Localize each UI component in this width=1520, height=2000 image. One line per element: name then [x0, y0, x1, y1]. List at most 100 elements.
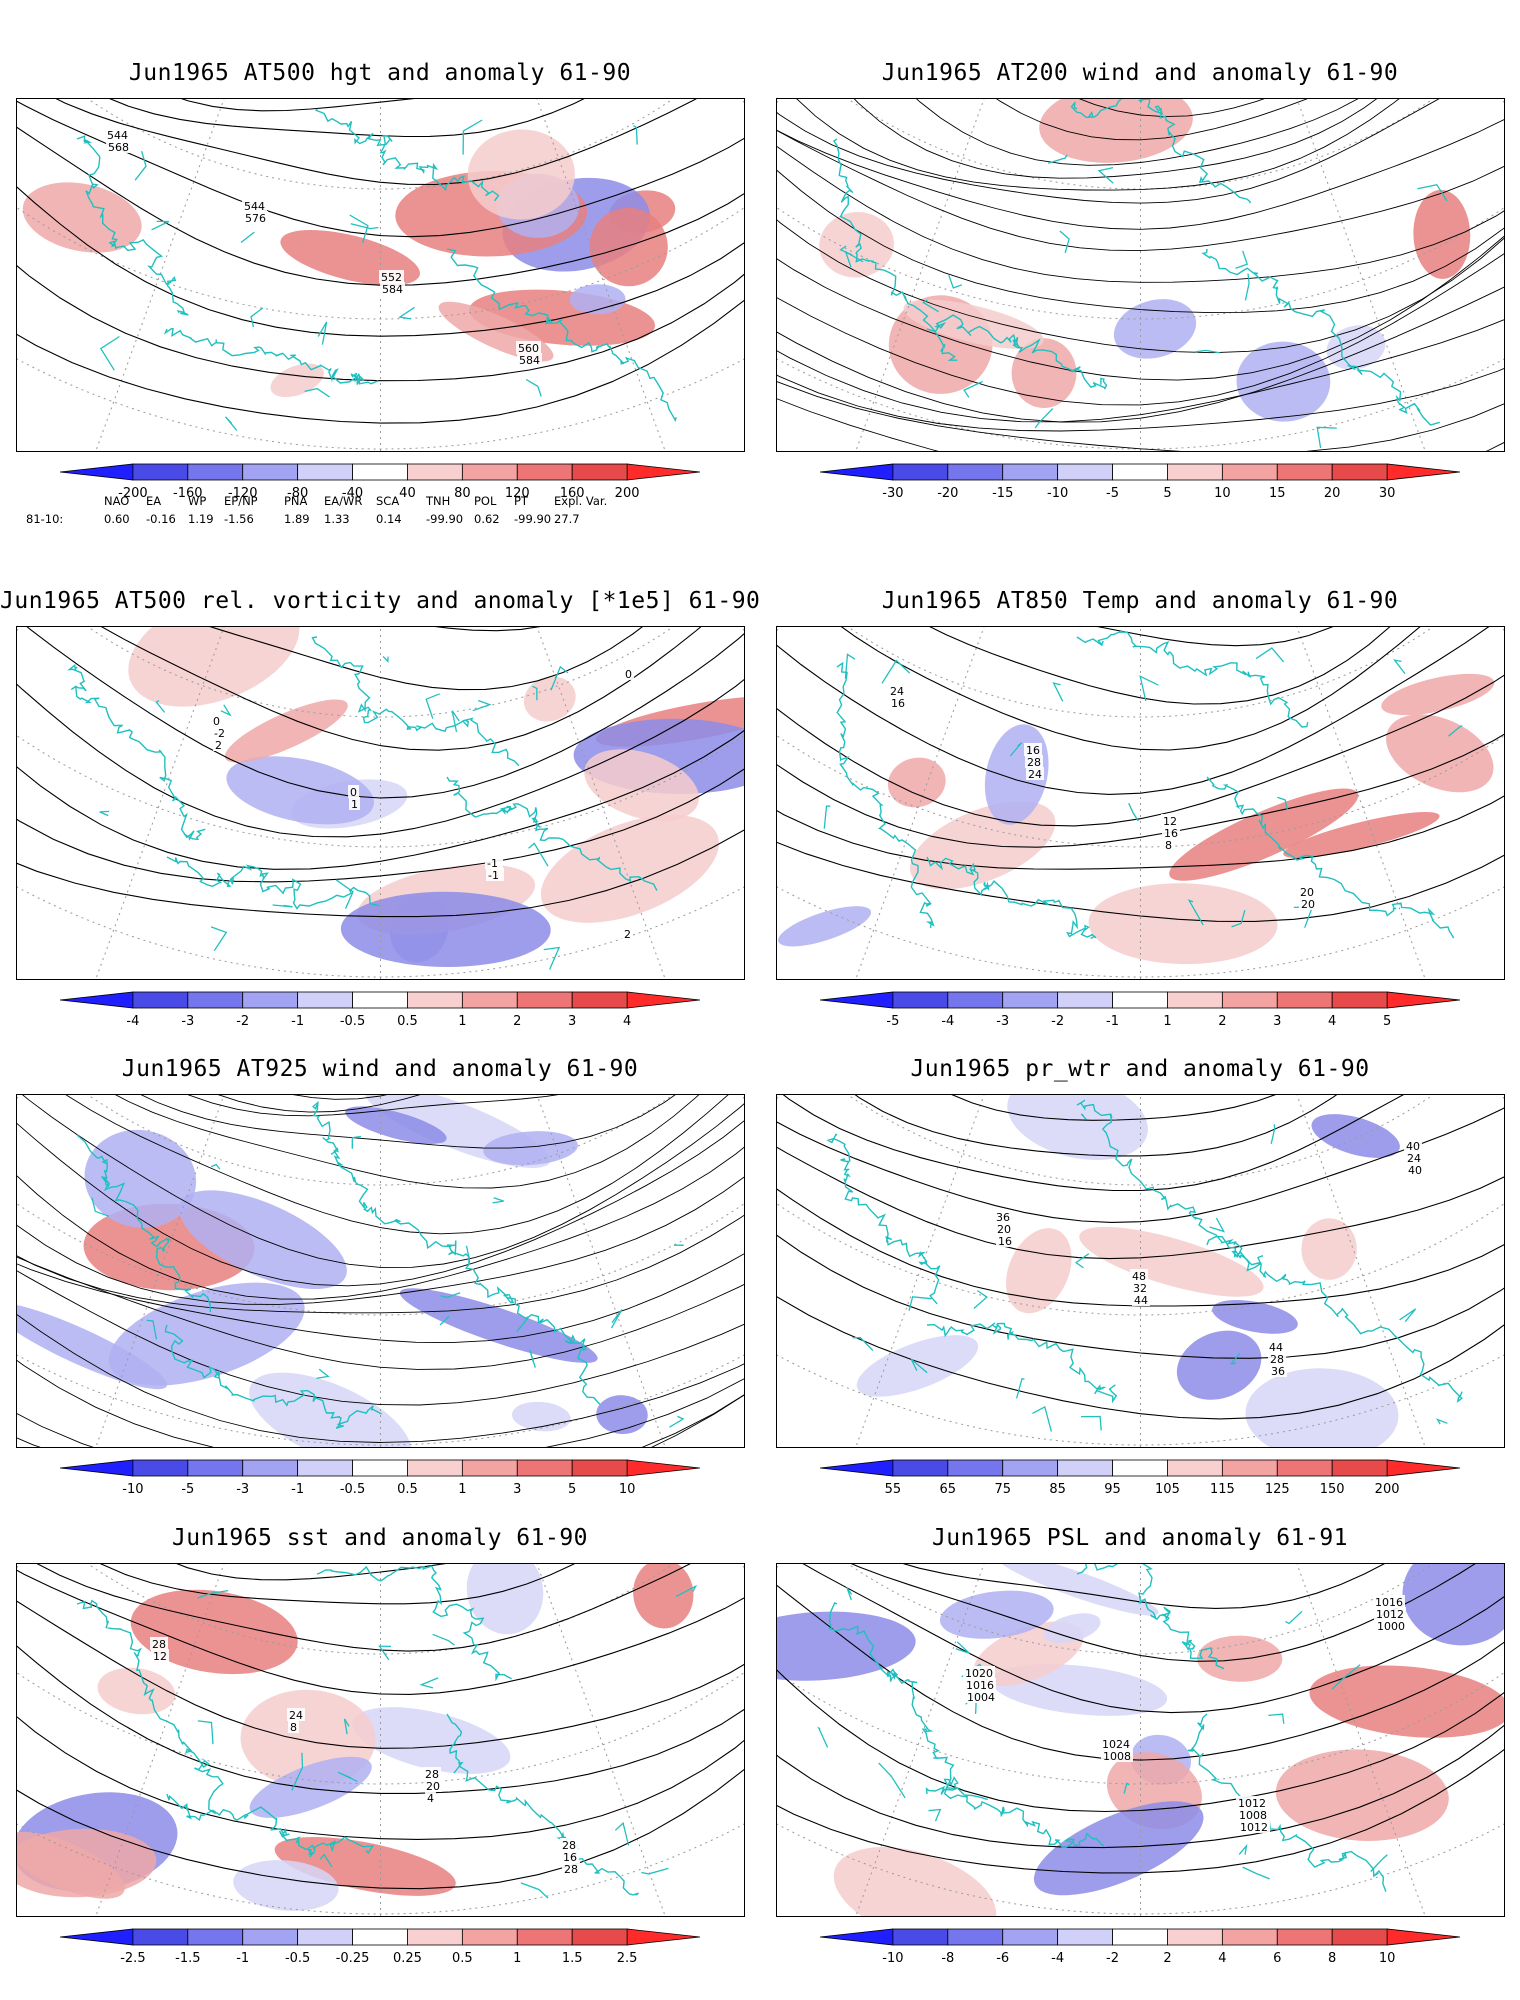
contour-label: 1012 [1240, 1821, 1268, 1834]
contour-label: 24 [890, 685, 904, 698]
colorbar-swatch [1002, 991, 1059, 1009]
contour-line [17, 99, 744, 382]
border-line [516, 1316, 529, 1333]
colorbar-tick-label: -1 [236, 1951, 249, 1966]
border-line [351, 1135, 362, 1149]
colorbar-swatch [407, 991, 463, 1009]
contour-label: 0 [625, 668, 632, 681]
streamline [777, 99, 1504, 381]
colorbar-swatch [187, 463, 244, 481]
border-line [955, 1641, 970, 1654]
border-line [610, 1309, 623, 1329]
colorbar: -5 -4 -3 -2 -1 1 2 3 4 5 [819, 988, 1461, 1036]
contour-label: 0 [350, 786, 357, 799]
contour-label: 576 [245, 212, 266, 225]
coastline [926, 1322, 1118, 1404]
colorbar-tick-label: 80 [454, 486, 471, 501]
border-line [1448, 725, 1463, 737]
border-line [1080, 1113, 1087, 1120]
index-header: TNH [426, 494, 451, 508]
polar-map [776, 98, 1505, 452]
streamline [17, 1095, 744, 1406]
contour-label: 16 [998, 1235, 1012, 1248]
anomaly-shading [84, 1129, 197, 1228]
colorbar-swatch [407, 463, 463, 481]
colorbar-swatch [187, 991, 244, 1009]
colorbar-swatch [1331, 1459, 1388, 1477]
anomaly-shading [399, 1288, 598, 1363]
border-line [1393, 659, 1406, 674]
coastline [446, 248, 677, 423]
contour-line [777, 627, 1504, 705]
meridian-gridline [1140, 627, 1504, 633]
map-panel-p6: Jun1965 pr_wtr and anomaly 61-90 48 44 40 36… [760, 1056, 1520, 1516]
coastline [311, 636, 520, 767]
colorbar-min-arrow [59, 991, 134, 1009]
anomaly-shading [584, 749, 699, 822]
colorbar-swatch [461, 991, 518, 1009]
border-line [1052, 682, 1064, 702]
streamline [777, 99, 1504, 230]
anomaly-shading [1311, 1114, 1400, 1158]
contour-label: 16 [563, 1851, 577, 1864]
streamline [777, 99, 1504, 423]
colorbar: 55 65 75 85 95 105 115 125 150 200 [819, 1456, 1461, 1504]
colorbar-tick-label: -0.5 [340, 1482, 365, 1497]
colorbar-tick-label: 2 [1218, 1014, 1226, 1029]
coastline [832, 138, 958, 361]
colorbar-swatch [1276, 1928, 1333, 1946]
contour-label: 32 [1133, 1282, 1147, 1295]
colorbar-tick-label: -3 [236, 1482, 249, 1497]
contour-label: 1024 [1102, 1738, 1130, 1751]
index-header: PNA [284, 494, 308, 508]
coastline [836, 661, 935, 928]
border-line [1123, 1782, 1130, 1794]
colorbar-swatch [461, 1928, 518, 1946]
streamline [777, 99, 1504, 204]
border-line [272, 904, 293, 908]
colorbar-max-arrow [626, 1928, 701, 1946]
border-line [1080, 1415, 1102, 1431]
border-line [1436, 1418, 1448, 1425]
colorbar-swatch [947, 463, 1004, 481]
colorbar-tick-label: 1 [458, 1014, 466, 1029]
contour-line [17, 627, 744, 883]
border-line [1048, 154, 1068, 164]
colorbar-swatch [407, 1459, 463, 1477]
contour-label: 1012 [1376, 1608, 1404, 1621]
polar-map: 1012 1016 1020 1024 1008 1012 1016 1008 1012 1000… [776, 1563, 1505, 1917]
contour-label: -1 [487, 857, 498, 870]
border-line [250, 307, 264, 328]
border-line [1032, 1405, 1053, 1432]
latitude-gridline [17, 1095, 744, 1186]
border-line [1417, 183, 1448, 202]
index-value: -1.56 [224, 512, 254, 526]
indices-header-row: NAO EA WP EP/NP PNA EA/WR SCA TNH POL PT Expl. Var… [26, 494, 746, 512]
coastline [926, 856, 1097, 940]
contour-label: 28 [152, 1638, 166, 1651]
contour-label: 552 [381, 271, 402, 284]
contour-line [777, 1564, 1504, 1662]
colorbar-tick-label: 5 [1163, 486, 1171, 501]
streamline [17, 1095, 744, 1113]
colorbar-swatch [242, 1928, 299, 1946]
anomaly-shading [777, 1611, 916, 1681]
colorbar-tick-label: 4 [1328, 1014, 1336, 1029]
coastline [316, 1565, 512, 1682]
border-line [382, 655, 389, 663]
colorbar-tick-label: 5 [568, 1482, 576, 1497]
contour-label: 12 [153, 1650, 167, 1663]
anomaly-shading [887, 757, 946, 808]
colorbar-tick-label: -0.5 [285, 1951, 310, 1966]
colorbar-swatch [892, 991, 949, 1009]
contour-line [777, 627, 1504, 848]
colorbar-tick-label: 10 [1214, 486, 1231, 501]
border-line [844, 653, 856, 679]
border-line [291, 1752, 304, 1791]
colorbar-tick-label: 20 [1324, 486, 1341, 501]
colorbar-swatch [1057, 991, 1113, 1009]
border-line [304, 387, 330, 398]
coastline [76, 1599, 224, 1815]
border-line [948, 274, 963, 289]
anomaly-shading [1386, 714, 1494, 793]
